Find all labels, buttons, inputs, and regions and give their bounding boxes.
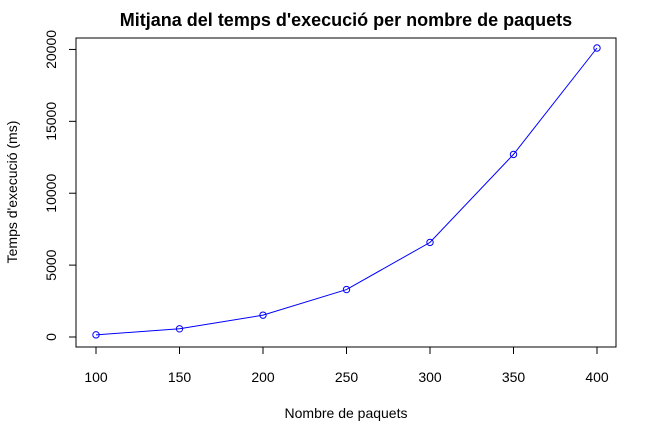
x-tick-label: 200 <box>251 369 275 385</box>
x-tick-label: 250 <box>335 369 359 385</box>
y-tick-label: 5000 <box>43 249 59 280</box>
y-axis-label: Temps d'execució (ms) <box>4 121 20 264</box>
data-point <box>342 285 351 294</box>
plot-frame <box>75 37 617 348</box>
x-tick-label: 100 <box>84 369 108 385</box>
data-point <box>259 311 267 319</box>
data-point <box>593 44 601 52</box>
y-tick-label: 15000 <box>43 102 59 141</box>
data-point <box>426 238 434 247</box>
y-tick-label: 0 <box>43 333 59 341</box>
x-tick-label: 350 <box>502 369 526 385</box>
series-group <box>92 44 601 339</box>
y-tick-label: 20000 <box>43 30 59 69</box>
chart-title: Mitjana del temps d'execució per nombre … <box>120 10 572 30</box>
x-tick-label: 300 <box>418 369 442 385</box>
x-tick-label: 400 <box>585 369 609 385</box>
data-point <box>509 150 518 159</box>
series-line <box>95 47 598 336</box>
data-point <box>175 325 184 333</box>
x-tick-label: 150 <box>168 369 192 385</box>
data-point <box>92 331 100 339</box>
x-axis-label: Nombre de paquets <box>285 405 408 421</box>
y-tick-label: 10000 <box>43 174 59 213</box>
x-axis: 100 150 200 250 300 350 400 <box>84 347 609 385</box>
y-axis: 0 5000 10000 15000 20000 <box>43 30 76 341</box>
